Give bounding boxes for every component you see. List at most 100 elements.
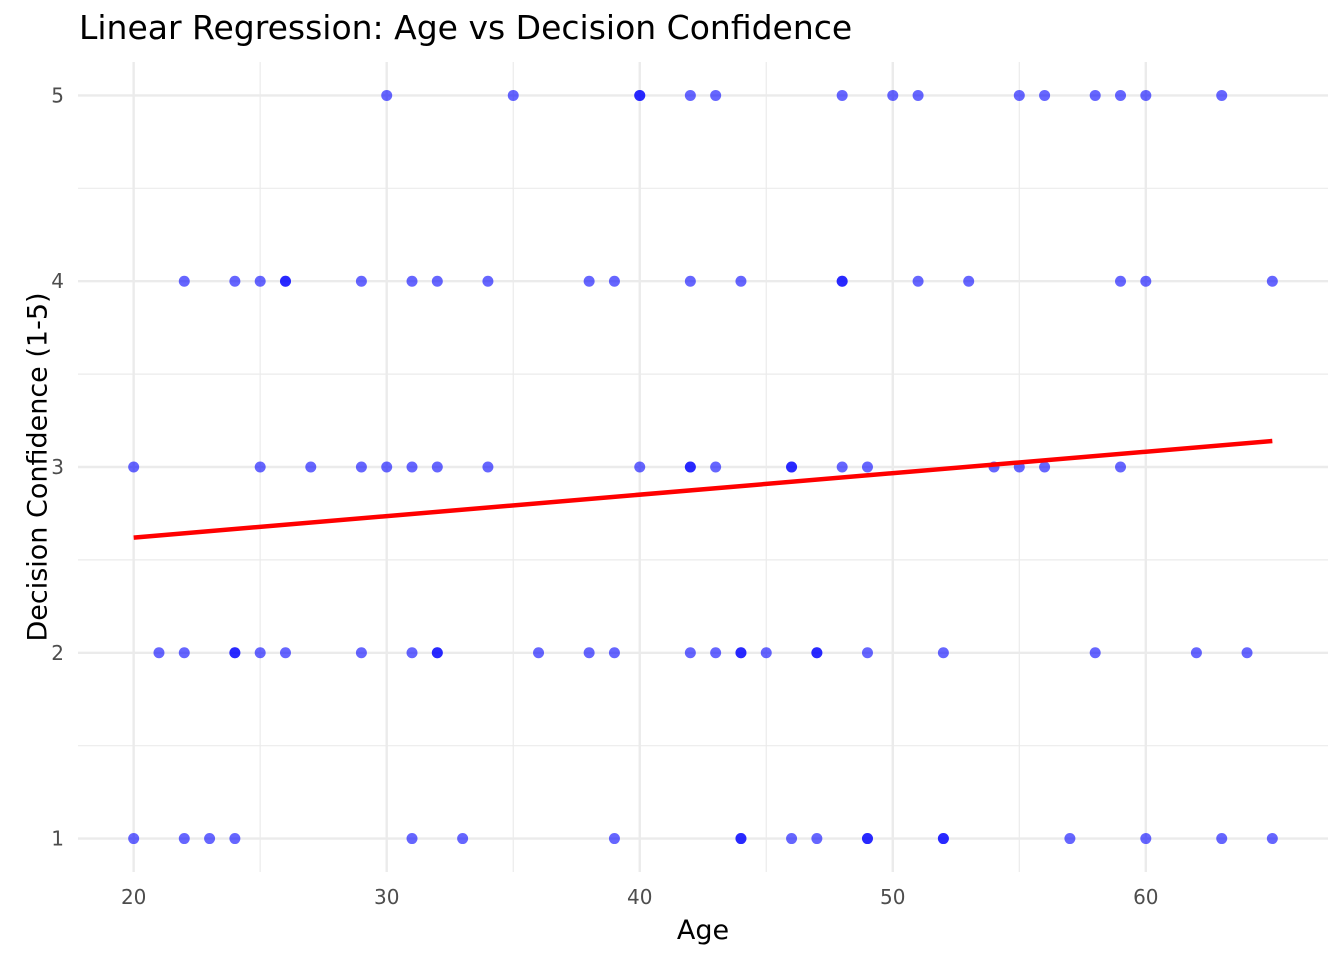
- data-point: [279, 275, 291, 287]
- data-point: [912, 89, 924, 101]
- data-point: [861, 833, 873, 845]
- data-point: [279, 647, 291, 659]
- data-point: [1140, 275, 1152, 287]
- x-tick-label: 30: [374, 885, 399, 909]
- data-point: [836, 461, 848, 473]
- data-point: [1241, 647, 1253, 659]
- regression-line-group: [133, 438, 1273, 540]
- data-point: [634, 461, 646, 473]
- data-point: [1039, 89, 1051, 101]
- data-point: [355, 647, 367, 659]
- data-point: [1216, 833, 1228, 845]
- data-points: [128, 89, 1278, 845]
- data-point: [608, 647, 620, 659]
- data-point: [254, 647, 266, 659]
- data-point: [1266, 833, 1278, 845]
- regression-line: [133, 438, 1273, 540]
- data-point: [507, 89, 519, 101]
- data-point: [406, 833, 418, 845]
- data-point: [735, 275, 747, 287]
- data-point: [1266, 275, 1278, 287]
- data-point: [811, 647, 823, 659]
- data-point: [406, 647, 418, 659]
- chart-title: Linear Regression: Age vs Decision Confi…: [79, 8, 853, 47]
- data-point: [1039, 461, 1051, 473]
- data-point: [128, 461, 140, 473]
- y-tick-label: 1: [51, 827, 64, 851]
- data-point: [1216, 89, 1228, 101]
- x-axis-title: Age: [677, 915, 729, 946]
- data-point: [229, 647, 241, 659]
- data-point: [457, 833, 469, 845]
- data-point: [1064, 833, 1076, 845]
- data-point: [254, 461, 266, 473]
- data-point: [406, 275, 418, 287]
- data-point: [684, 275, 696, 287]
- data-point: [254, 275, 266, 287]
- data-point: [431, 647, 443, 659]
- data-point: [431, 275, 443, 287]
- data-point: [153, 647, 165, 659]
- data-point: [406, 461, 418, 473]
- data-point: [861, 647, 873, 659]
- data-point: [1140, 833, 1152, 845]
- data-point: [912, 275, 924, 287]
- data-point: [1115, 275, 1127, 287]
- data-point: [836, 275, 848, 287]
- data-point: [937, 647, 949, 659]
- x-tick-label: 50: [880, 885, 905, 909]
- data-point: [355, 461, 367, 473]
- data-point: [710, 461, 722, 473]
- data-point: [760, 647, 772, 659]
- data-point: [786, 833, 798, 845]
- data-point: [482, 461, 494, 473]
- y-tick-label: 5: [51, 83, 64, 107]
- data-point: [355, 275, 367, 287]
- data-point: [178, 833, 190, 845]
- x-tick-label: 20: [121, 885, 146, 909]
- x-tick-labels: 20 30 40 50 60: [121, 885, 1159, 909]
- y-tick-labels: 1 2 3 4 5: [51, 83, 64, 850]
- data-point: [710, 647, 722, 659]
- data-point: [1115, 89, 1127, 101]
- data-point: [431, 461, 443, 473]
- data-point: [381, 461, 393, 473]
- data-point: [811, 833, 823, 845]
- data-point: [178, 647, 190, 659]
- data-point: [229, 275, 241, 287]
- data-point: [381, 89, 393, 101]
- data-point: [583, 275, 595, 287]
- data-point: [482, 275, 494, 287]
- x-tick-label: 40: [627, 885, 652, 909]
- data-point: [963, 275, 975, 287]
- data-point: [608, 275, 620, 287]
- data-point: [229, 833, 241, 845]
- y-axis-title: Decision Confidence (1-5): [22, 292, 53, 641]
- data-point: [735, 647, 747, 659]
- data-point: [608, 833, 620, 845]
- data-point: [1115, 461, 1127, 473]
- data-point: [178, 275, 190, 287]
- data-point: [937, 833, 949, 845]
- data-point: [684, 89, 696, 101]
- data-point: [128, 833, 140, 845]
- data-point: [533, 647, 545, 659]
- data-point: [684, 647, 696, 659]
- data-point: [583, 647, 595, 659]
- data-point: [1089, 89, 1101, 101]
- y-tick-label: 2: [51, 641, 64, 665]
- data-point: [204, 833, 216, 845]
- data-point: [684, 461, 696, 473]
- x-tick-label: 60: [1133, 885, 1158, 909]
- data-point: [861, 461, 873, 473]
- data-point: [710, 89, 722, 101]
- data-point: [634, 89, 646, 101]
- data-point: [836, 89, 848, 101]
- data-point: [1140, 89, 1152, 101]
- y-tick-label: 4: [51, 269, 64, 293]
- data-point: [735, 833, 747, 845]
- data-point: [305, 461, 317, 473]
- data-point: [1089, 647, 1101, 659]
- data-point: [887, 89, 899, 101]
